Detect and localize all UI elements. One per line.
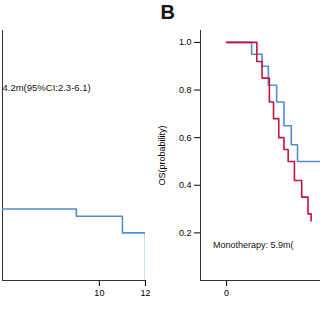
- svg-text:0.4: 0.4: [179, 180, 192, 190]
- svg-text:0.6: 0.6: [179, 133, 192, 143]
- svg-text:0.2: 0.2: [179, 228, 192, 238]
- svg-text:4.2m(95%CI:2.3-6.1): 4.2m(95%CI:2.3-6.1): [3, 82, 91, 93]
- svg-text:1.0: 1.0: [179, 37, 192, 47]
- svg-text:10: 10: [94, 288, 104, 298]
- svg-text:Monotherapy: 5.9m(: Monotherapy: 5.9m(: [213, 240, 294, 250]
- svg-text:OS(probability): OS(probability): [157, 125, 167, 185]
- svg-text:B: B: [161, 1, 175, 23]
- svg-text:12: 12: [140, 288, 150, 298]
- svg-text:0.8: 0.8: [179, 85, 192, 95]
- svg-text:0: 0: [224, 288, 229, 298]
